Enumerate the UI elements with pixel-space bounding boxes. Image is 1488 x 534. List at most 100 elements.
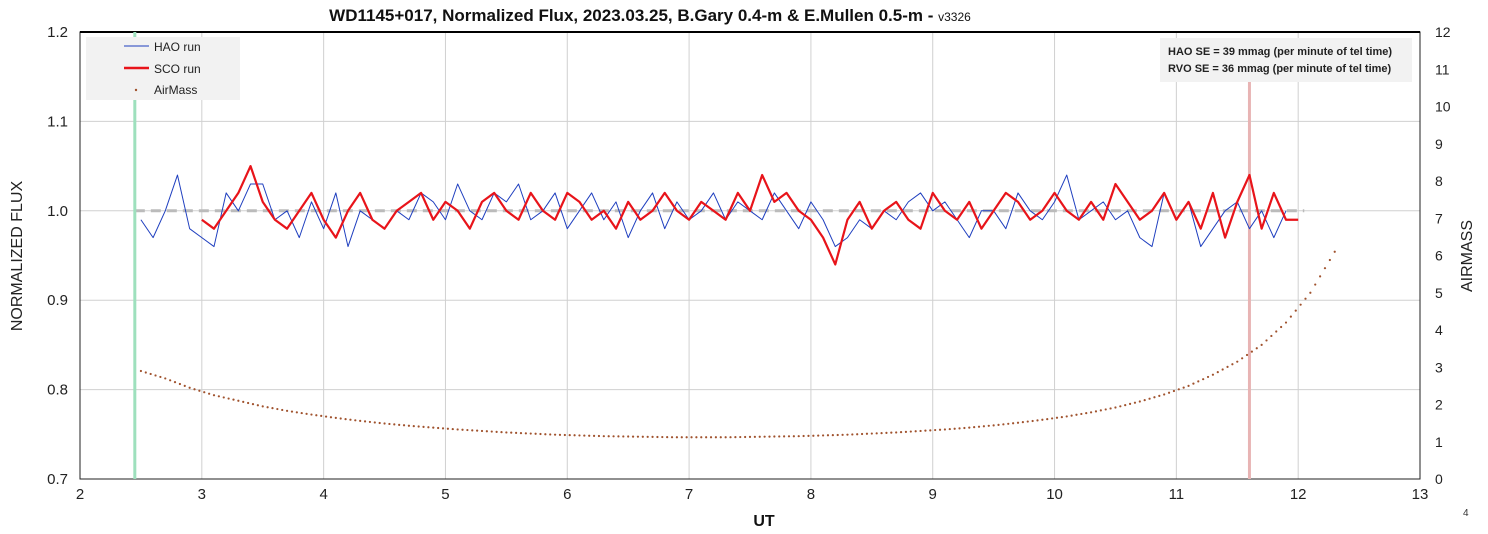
airmass-point: [208, 392, 211, 395]
airmass-point: [544, 433, 547, 436]
airmass-point: [320, 414, 323, 417]
airmass-point: [1250, 350, 1253, 353]
y2-tick-label: 4: [1435, 322, 1443, 338]
airmass-point: [412, 425, 415, 428]
airmass-point: [1012, 422, 1015, 425]
y-tick-label: 1.1: [47, 113, 68, 130]
x-tick-label: 12: [1290, 486, 1307, 503]
airmass-point: [997, 423, 1000, 426]
y-tick-label: 1.0: [47, 203, 68, 220]
airmass-point: [924, 429, 927, 432]
y2-tick-label: 1: [1435, 434, 1443, 450]
airmass-point: [1002, 423, 1005, 426]
airmass-point: [1148, 397, 1151, 400]
airmass-point: [1021, 421, 1024, 424]
airmass-point: [914, 430, 917, 433]
y2-tick-label: 8: [1435, 173, 1443, 189]
airmass-point: [851, 433, 854, 436]
airmass-point: [719, 436, 722, 439]
airmass-point: [977, 425, 981, 428]
airmass-point: [1177, 388, 1180, 391]
airmass-point: [232, 398, 235, 401]
x-axis-label: UT: [753, 513, 775, 530]
airmass-point: [183, 384, 186, 387]
airmass-point: [1245, 353, 1249, 357]
airmass-point: [476, 429, 479, 432]
airmass-point: [1070, 414, 1073, 417]
airmass-point: [748, 435, 752, 439]
x-tick-label: 11: [1169, 486, 1185, 503]
airmass-point: [1109, 407, 1112, 410]
airmass-point: [1192, 382, 1195, 385]
airmass-point: [641, 435, 644, 438]
y2-tick-label: 5: [1435, 285, 1443, 301]
airmass-point: [159, 375, 162, 379]
airmass-point: [1226, 365, 1229, 368]
airmass-point: [968, 426, 971, 429]
airmass-point: [529, 432, 532, 435]
x-tick-label: 8: [807, 486, 815, 503]
airmass-point: [276, 407, 279, 411]
airmass-point: [963, 426, 966, 430]
airmass-point: [948, 427, 951, 431]
airmass-point: [363, 420, 367, 423]
airmass-point: [622, 435, 625, 438]
y2-tick-label: 7: [1435, 210, 1443, 226]
airmass-point: [685, 436, 688, 439]
legend-sco-label: SCO run: [154, 62, 201, 76]
airmass-point: [1167, 391, 1171, 394]
y2-tick-label: 11: [1435, 61, 1450, 77]
airmass-point: [592, 434, 596, 437]
airmass-point: [973, 426, 976, 429]
airmass-point: [1060, 415, 1063, 419]
airmass-point: [534, 432, 537, 435]
airmass-point: [169, 379, 172, 382]
airmass-point: [578, 434, 581, 437]
airmass-point: [329, 416, 333, 419]
airmass-point: [1046, 418, 1049, 421]
x-tick-label: 5: [441, 486, 449, 503]
airmass-point: [1206, 375, 1210, 379]
airmass-point: [398, 423, 401, 426]
airmass-point: [281, 408, 284, 412]
airmass-point: [549, 433, 552, 436]
airmass-point: [612, 435, 615, 438]
airmass-point: [934, 428, 937, 432]
airmass-point: [904, 430, 908, 433]
airmass-point: [1333, 250, 1336, 253]
airmass-point: [290, 410, 294, 413]
airmass-point: [1089, 411, 1093, 414]
airmass-point: [1075, 413, 1078, 416]
airmass-point: [1299, 303, 1302, 306]
airmass-point: [480, 429, 484, 433]
airmass-point: [758, 435, 761, 438]
airmass-point: [992, 424, 995, 427]
airmass-point: [524, 432, 527, 435]
airmass-point: [188, 386, 191, 389]
airmass-point: [222, 396, 225, 399]
airmass-point: [1128, 402, 1132, 406]
airmass-point: [173, 381, 177, 384]
airmass-point: [602, 435, 605, 438]
plot-frame: [79, 31, 1421, 480]
airmass-point: [1319, 275, 1322, 278]
airmass-point: [164, 377, 167, 380]
airmass-point: [139, 369, 143, 373]
airmass-point: [846, 433, 849, 436]
airmass-point: [149, 372, 152, 376]
airmass-point: [485, 430, 488, 433]
airmass-point: [144, 371, 147, 374]
airmass-point: [368, 420, 372, 424]
airmass-point: [875, 432, 878, 435]
airmass-point: [451, 427, 454, 431]
airmass-point: [1051, 417, 1054, 420]
airmass-point: [787, 435, 791, 438]
airmass-point: [471, 429, 474, 432]
airmass-point: [680, 436, 683, 439]
airmass-point: [203, 391, 206, 394]
y2-tick-label: 2: [1435, 397, 1443, 413]
airmass-point: [417, 425, 420, 428]
annotation-hao-se: HAO SE = 39 mmag (per minute of tel time…: [1168, 46, 1392, 58]
airmass-point: [880, 432, 883, 435]
airmass-point: [929, 429, 932, 432]
